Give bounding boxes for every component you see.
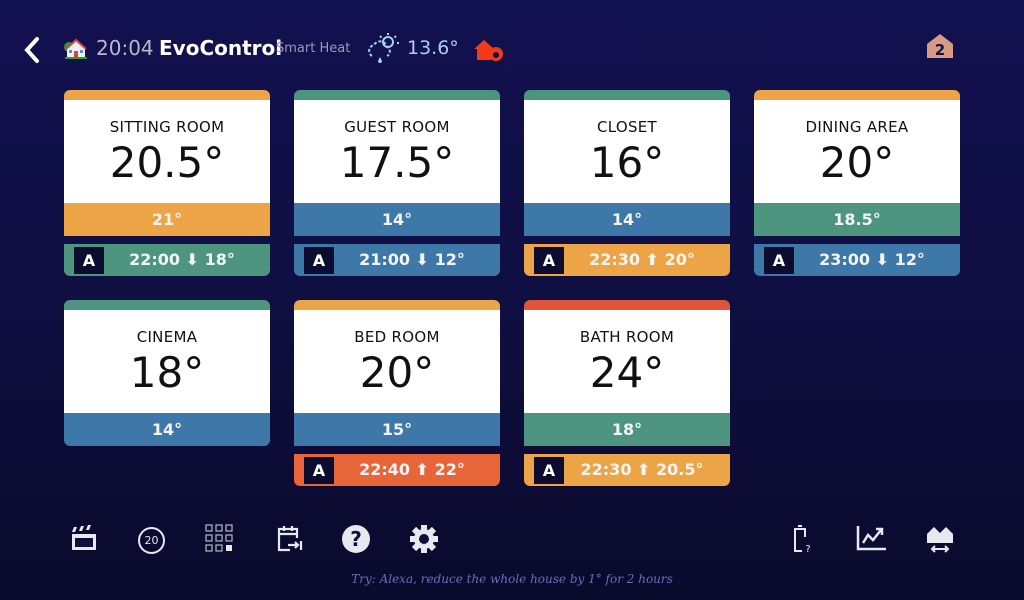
- room-temperature: 17.5°: [339, 138, 455, 187]
- auto-mode-badge: A: [74, 247, 104, 274]
- schedule-text: 22:40 ⬆ 22°: [359, 460, 465, 479]
- schedule-text: 22:30 ⬆ 20.5°: [580, 460, 704, 479]
- room-temperature: 16°: [589, 138, 665, 187]
- room-card[interactable]: SITTING ROOM 20.5° 21° A 22:00 ⬇ 18°: [64, 90, 270, 276]
- outside-temperature: 13.6°: [407, 37, 459, 59]
- quick-temp-button[interactable]: 20: [138, 527, 165, 554]
- schedule-next[interactable]: A 23:00 ⬇ 12°: [754, 244, 960, 276]
- room-name: CINEMA: [136, 328, 198, 346]
- room-body: SITTING ROOM 20.5°: [64, 100, 270, 203]
- setpoint[interactable]: 21°: [64, 203, 270, 236]
- room-temperature: 24°: [589, 348, 665, 397]
- status-bar: [64, 300, 270, 310]
- scenes-icon[interactable]: [70, 524, 98, 552]
- floor-level-icon[interactable]: 2: [925, 32, 955, 60]
- room-name: BED ROOM: [354, 328, 440, 346]
- schedule-text: 21:00 ⬇ 12°: [359, 250, 465, 269]
- status-bar: [64, 90, 270, 100]
- setpoint[interactable]: 14°: [524, 203, 730, 236]
- room-name: CLOSET: [596, 118, 658, 136]
- room-body: BATH ROOM 24°: [524, 310, 730, 413]
- status-bar: [294, 90, 500, 100]
- svg-text:?: ?: [350, 527, 362, 551]
- schedule-icon[interactable]: [276, 524, 304, 552]
- room-card[interactable]: BATH ROOM 24° 18° A 22:30 ⬆ 20.5°: [524, 300, 730, 486]
- room-body: GUEST ROOM 17.5°: [294, 100, 500, 203]
- schedule-next[interactable]: A 22:30 ⬆ 20°: [524, 244, 730, 276]
- weather-icon: [368, 33, 399, 63]
- app-subtitle: Smart Heat: [276, 41, 351, 56]
- help-icon[interactable]: ?: [341, 524, 371, 554]
- status-bar: [294, 300, 500, 310]
- room-body: CINEMA 18°: [64, 310, 270, 413]
- schedule-next[interactable]: A 22:40 ⬆ 22°: [294, 454, 500, 486]
- auto-mode-badge: A: [534, 247, 564, 274]
- room-name: BATH ROOM: [579, 328, 675, 346]
- room-card[interactable]: GUEST ROOM 17.5° 14° A 21:00 ⬇ 12°: [294, 90, 500, 276]
- room-card[interactable]: CLOSET 16° 14° A 22:30 ⬆ 20°: [524, 90, 730, 276]
- header: 20:04 EvoControl Smart Heat 13.6° 2: [0, 28, 1024, 68]
- schedule-text: 23:00 ⬇ 12°: [819, 250, 925, 269]
- svg-text:2: 2: [935, 41, 945, 59]
- status-bar: [754, 90, 960, 100]
- room-name: GUEST ROOM: [344, 118, 450, 136]
- house-transfer-icon[interactable]: [926, 524, 954, 554]
- auto-mode-badge: A: [534, 457, 564, 484]
- room-card[interactable]: BED ROOM 20° 15° A 22:40 ⬆ 22°: [294, 300, 500, 486]
- schedule-text: 22:30 ⬆ 20°: [589, 250, 695, 269]
- room-name: SITTING ROOM: [109, 118, 225, 136]
- grid-view-icon[interactable]: [205, 524, 233, 552]
- room-body: BED ROOM 20°: [294, 310, 500, 413]
- schedule-next[interactable]: A 22:00 ⬇ 18°: [64, 244, 270, 276]
- room-body: DINING AREA 20°: [754, 100, 960, 203]
- app-title: EvoControl: [159, 36, 283, 60]
- clock: 20:04: [96, 36, 154, 60]
- svg-text:?: ?: [805, 544, 810, 554]
- home-icon: [64, 38, 87, 59]
- house-heating-icon[interactable]: [473, 38, 505, 62]
- status-bar: [524, 300, 730, 310]
- battery-status-icon[interactable]: ?: [792, 524, 814, 554]
- setpoint[interactable]: 14°: [64, 413, 270, 446]
- auto-mode-badge: A: [304, 247, 334, 274]
- voice-tip: Try: Alexa, reduce the whole house by 1°…: [351, 572, 673, 586]
- back-icon[interactable]: [20, 36, 44, 64]
- setpoint[interactable]: 18.5°: [754, 203, 960, 236]
- room-temperature: 20°: [819, 138, 895, 187]
- setpoint[interactable]: 18°: [524, 413, 730, 446]
- schedule-next[interactable]: A 22:30 ⬆ 20.5°: [524, 454, 730, 486]
- room-card[interactable]: CINEMA 18° 14°: [64, 300, 270, 446]
- setpoint[interactable]: 15°: [294, 413, 500, 446]
- room-card[interactable]: DINING AREA 20° 18.5° A 23:00 ⬇ 12°: [754, 90, 960, 276]
- auto-mode-badge: A: [304, 457, 334, 484]
- room-temperature: 18°: [129, 348, 205, 397]
- room-temperature: 20.5°: [109, 138, 225, 187]
- schedule-next[interactable]: A 21:00 ⬇ 12°: [294, 244, 500, 276]
- room-temperature: 20°: [359, 348, 435, 397]
- status-bar: [524, 90, 730, 100]
- room-name: DINING AREA: [805, 118, 909, 136]
- chart-icon[interactable]: [856, 524, 888, 552]
- setpoint[interactable]: 14°: [294, 203, 500, 236]
- auto-mode-badge: A: [764, 247, 794, 274]
- room-body: CLOSET 16°: [524, 100, 730, 203]
- schedule-text: 22:00 ⬇ 18°: [129, 250, 235, 269]
- settings-icon[interactable]: [409, 524, 439, 554]
